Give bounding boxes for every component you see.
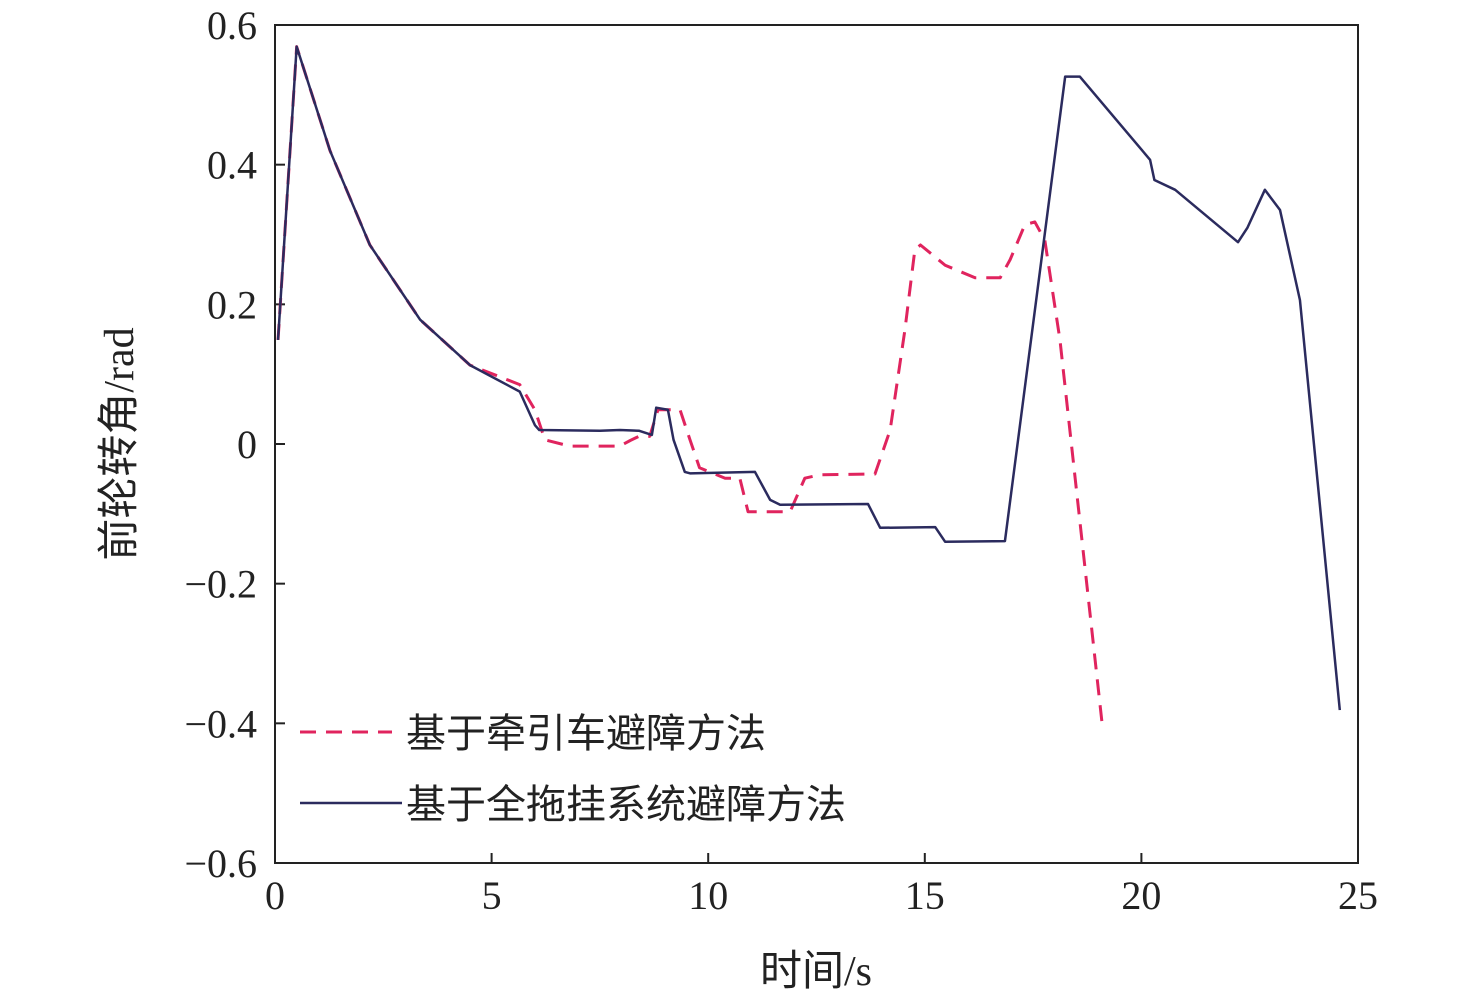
legend: 基于牵引车避障方法 基于全拖挂系统避障方法 (300, 711, 846, 827)
y-tick-label: −0.2 (184, 562, 257, 607)
y-tick-label: 0.4 (207, 143, 257, 188)
legend-label-tractor: 基于牵引车避障方法 (406, 711, 766, 756)
x-axis-label: 时间/s (760, 949, 872, 995)
x-tick-label: 20 (1121, 873, 1161, 918)
y-tick-label: −0.4 (184, 701, 257, 746)
y-tick-label: 0 (237, 422, 257, 467)
series-line-full-trailer (276, 45, 1342, 711)
legend-label-full-trailer: 基于全拖挂系统避障方法 (406, 782, 846, 827)
y-tick-label: 0.2 (207, 282, 257, 327)
x-tick-label: 25 (1338, 873, 1378, 918)
x-tick-label: 10 (688, 873, 728, 918)
series-line-tractor (276, 45, 1105, 731)
x-tick-label: 5 (482, 873, 502, 918)
x-tick-label: 15 (905, 873, 945, 918)
x-tick-label: 0 (265, 873, 285, 918)
y-axis-label: 前轮转角/rad (97, 327, 143, 560)
y-tick-label: 0.6 (207, 3, 257, 48)
y-tick-label: −0.6 (184, 841, 257, 886)
